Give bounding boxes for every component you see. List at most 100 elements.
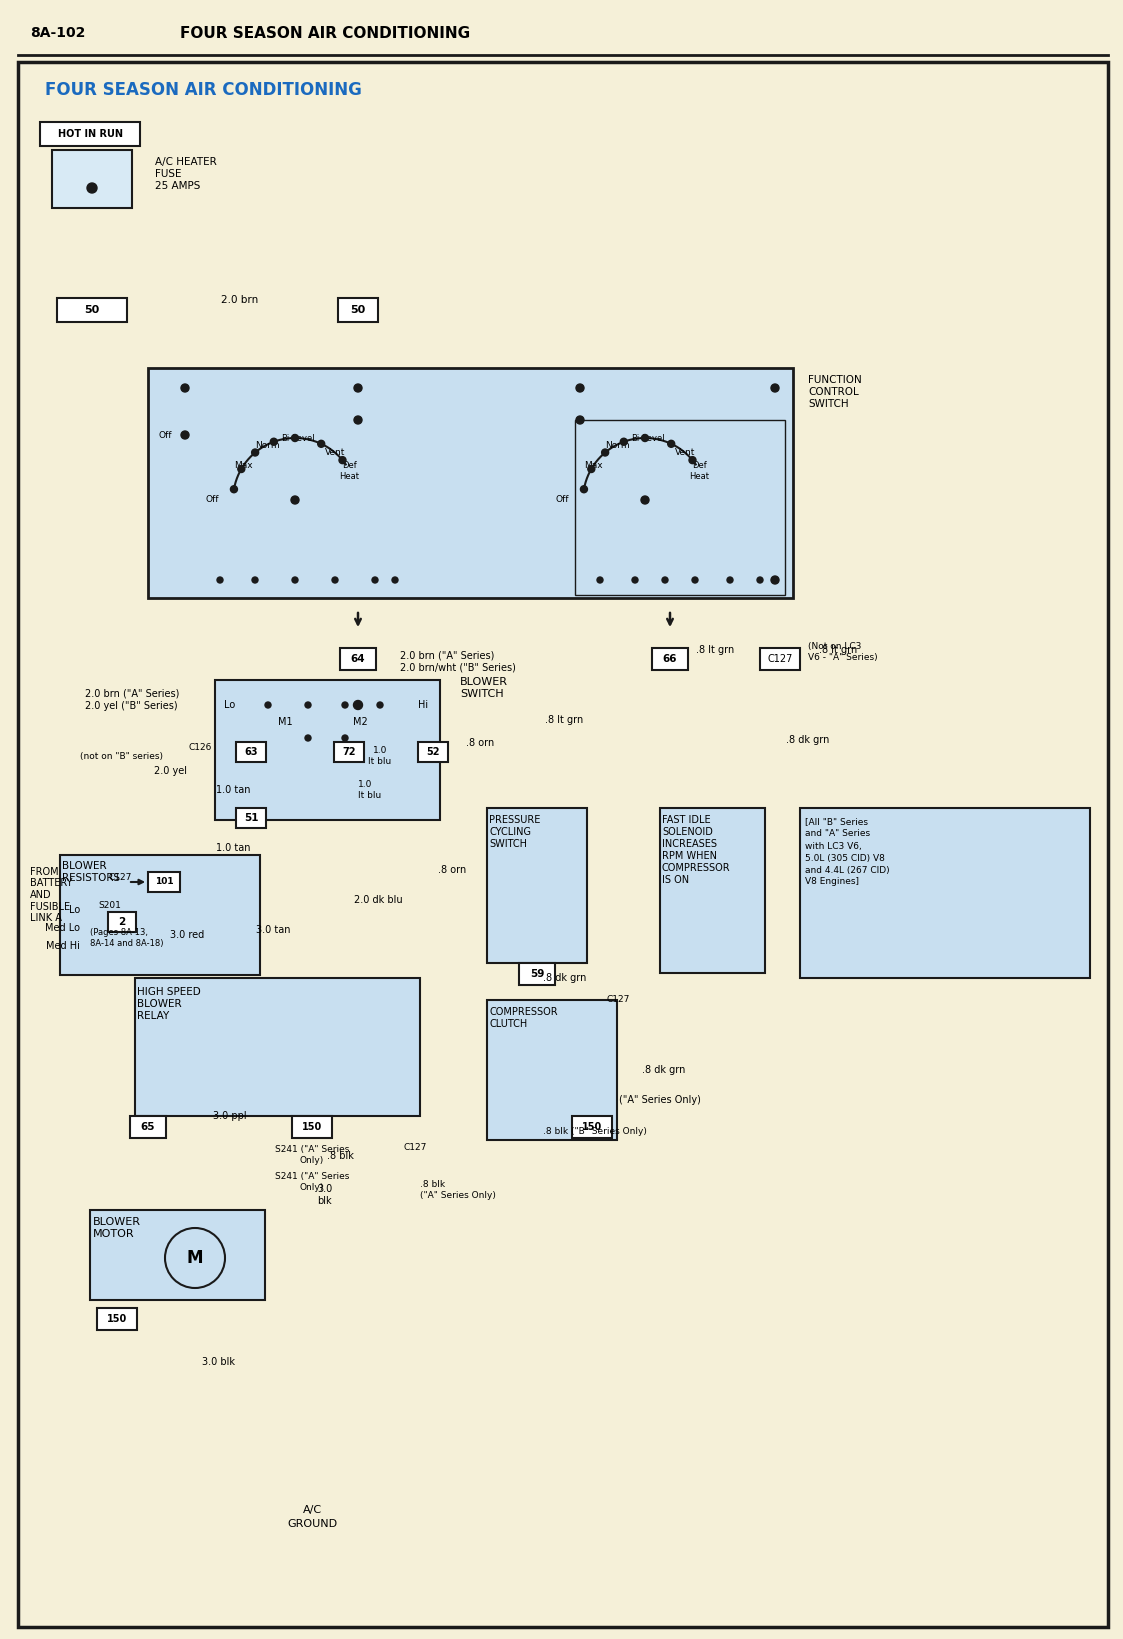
Text: 65: 65 xyxy=(140,1123,155,1133)
Circle shape xyxy=(632,577,638,583)
Bar xyxy=(487,1000,617,1141)
Circle shape xyxy=(587,465,595,472)
Circle shape xyxy=(581,485,587,493)
Text: M: M xyxy=(186,1249,203,1267)
Circle shape xyxy=(252,577,258,583)
Circle shape xyxy=(265,701,271,708)
Circle shape xyxy=(757,577,763,583)
Text: V8 Engines]: V8 Engines] xyxy=(805,877,859,887)
Text: C126: C126 xyxy=(189,744,212,752)
Bar xyxy=(572,1116,612,1137)
Circle shape xyxy=(690,457,696,464)
Circle shape xyxy=(291,497,299,505)
Text: CLUTCH: CLUTCH xyxy=(489,1019,528,1029)
Text: FUSE: FUSE xyxy=(155,169,182,179)
Text: Lo: Lo xyxy=(223,700,235,710)
Circle shape xyxy=(377,701,383,708)
Bar xyxy=(800,808,1090,978)
Text: 3.0
blk: 3.0 blk xyxy=(317,1185,332,1206)
Text: Bi-Level: Bi-Level xyxy=(281,434,314,443)
Text: .8 dk grn: .8 dk grn xyxy=(642,1065,685,1075)
Text: 52: 52 xyxy=(427,747,440,757)
Text: Norm: Norm xyxy=(605,441,629,451)
Circle shape xyxy=(576,384,584,392)
Text: 3.0 ppl: 3.0 ppl xyxy=(213,1111,247,1121)
Text: Med Hi: Med Hi xyxy=(46,941,80,951)
Text: HOT IN RUN: HOT IN RUN xyxy=(57,129,122,139)
Circle shape xyxy=(597,577,603,583)
Bar xyxy=(52,151,133,208)
Circle shape xyxy=(343,734,348,741)
Text: HIGH SPEED: HIGH SPEED xyxy=(137,987,201,997)
Text: BLOWER
SWITCH: BLOWER SWITCH xyxy=(460,677,508,698)
Text: Def
Heat: Def Heat xyxy=(690,461,710,480)
Text: Bi-Level: Bi-Level xyxy=(631,434,665,443)
Text: RESISTORS: RESISTORS xyxy=(62,874,120,883)
Text: .8 lt grn: .8 lt grn xyxy=(545,715,583,724)
Text: M2: M2 xyxy=(353,716,367,728)
Text: FAST IDLE: FAST IDLE xyxy=(661,815,711,824)
Text: 63: 63 xyxy=(244,747,258,757)
Circle shape xyxy=(271,438,277,446)
Bar xyxy=(108,911,136,933)
Text: 101: 101 xyxy=(155,877,173,887)
Circle shape xyxy=(372,577,378,583)
Text: MOTOR: MOTOR xyxy=(93,1229,135,1239)
Text: C127: C127 xyxy=(108,874,131,882)
Text: 72: 72 xyxy=(343,747,356,757)
Text: 2.0 brn: 2.0 brn xyxy=(221,295,258,305)
Text: C127: C127 xyxy=(606,995,630,1005)
Circle shape xyxy=(772,384,779,392)
Bar xyxy=(487,808,587,964)
Text: (Not on LC3
V6 - "A" Series): (Not on LC3 V6 - "A" Series) xyxy=(809,642,878,662)
Bar xyxy=(519,964,555,985)
Text: Vent: Vent xyxy=(675,449,695,457)
Text: FROM
BATTERY
AND
FUSIBLE
LINK A: FROM BATTERY AND FUSIBLE LINK A xyxy=(30,867,73,923)
Text: Hi: Hi xyxy=(418,700,428,710)
Bar xyxy=(97,1308,137,1329)
Circle shape xyxy=(641,434,648,441)
Circle shape xyxy=(392,577,398,583)
Circle shape xyxy=(181,384,189,392)
Circle shape xyxy=(727,577,733,583)
Text: and 4.4L (267 CID): and 4.4L (267 CID) xyxy=(805,865,889,875)
Text: CONTROL: CONTROL xyxy=(809,387,859,397)
Circle shape xyxy=(602,449,609,456)
Text: .8 lt grn: .8 lt grn xyxy=(696,646,734,656)
Circle shape xyxy=(305,734,311,741)
Text: 5.0L (305 CID) V8: 5.0L (305 CID) V8 xyxy=(805,854,885,862)
Text: 2.0 yel: 2.0 yel xyxy=(154,765,186,775)
Text: FOUR SEASON AIR CONDITIONING: FOUR SEASON AIR CONDITIONING xyxy=(180,26,471,41)
Bar xyxy=(236,742,266,762)
Text: 3.0 tan: 3.0 tan xyxy=(256,924,291,934)
Text: C127: C127 xyxy=(767,654,793,664)
Text: 3.0 red: 3.0 red xyxy=(170,929,204,941)
Text: FUNCTION: FUNCTION xyxy=(809,375,861,385)
Text: CYCLING: CYCLING xyxy=(489,828,531,838)
Text: 2.0 brn ("A" Series): 2.0 brn ("A" Series) xyxy=(85,688,180,698)
Text: COMPRESSOR: COMPRESSOR xyxy=(489,1006,558,1018)
Text: Norm: Norm xyxy=(255,441,280,451)
Text: S201: S201 xyxy=(99,900,121,910)
Text: Vent: Vent xyxy=(326,449,346,457)
Bar xyxy=(135,978,420,1116)
Circle shape xyxy=(576,416,584,425)
Text: .8 dk grn: .8 dk grn xyxy=(544,974,586,983)
Text: 2.0 brn/wht ("B" Series): 2.0 brn/wht ("B" Series) xyxy=(400,662,515,672)
Text: (Pages 8A-13,
8A-14 and 8A-18): (Pages 8A-13, 8A-14 and 8A-18) xyxy=(90,928,164,947)
Bar xyxy=(334,742,364,762)
Text: SWITCH: SWITCH xyxy=(809,398,849,410)
Text: M1: M1 xyxy=(277,716,292,728)
Text: RELAY: RELAY xyxy=(137,1011,170,1021)
Bar xyxy=(57,298,127,321)
Text: 25 AMPS: 25 AMPS xyxy=(155,180,200,192)
Circle shape xyxy=(86,184,97,193)
Text: SWITCH: SWITCH xyxy=(489,839,527,849)
Circle shape xyxy=(661,577,668,583)
Text: COMPRESSOR: COMPRESSOR xyxy=(661,864,731,874)
Bar xyxy=(60,856,261,975)
Bar xyxy=(418,742,448,762)
Circle shape xyxy=(354,700,363,710)
Text: with LC3 V6,: with LC3 V6, xyxy=(805,841,861,851)
Circle shape xyxy=(668,441,675,447)
